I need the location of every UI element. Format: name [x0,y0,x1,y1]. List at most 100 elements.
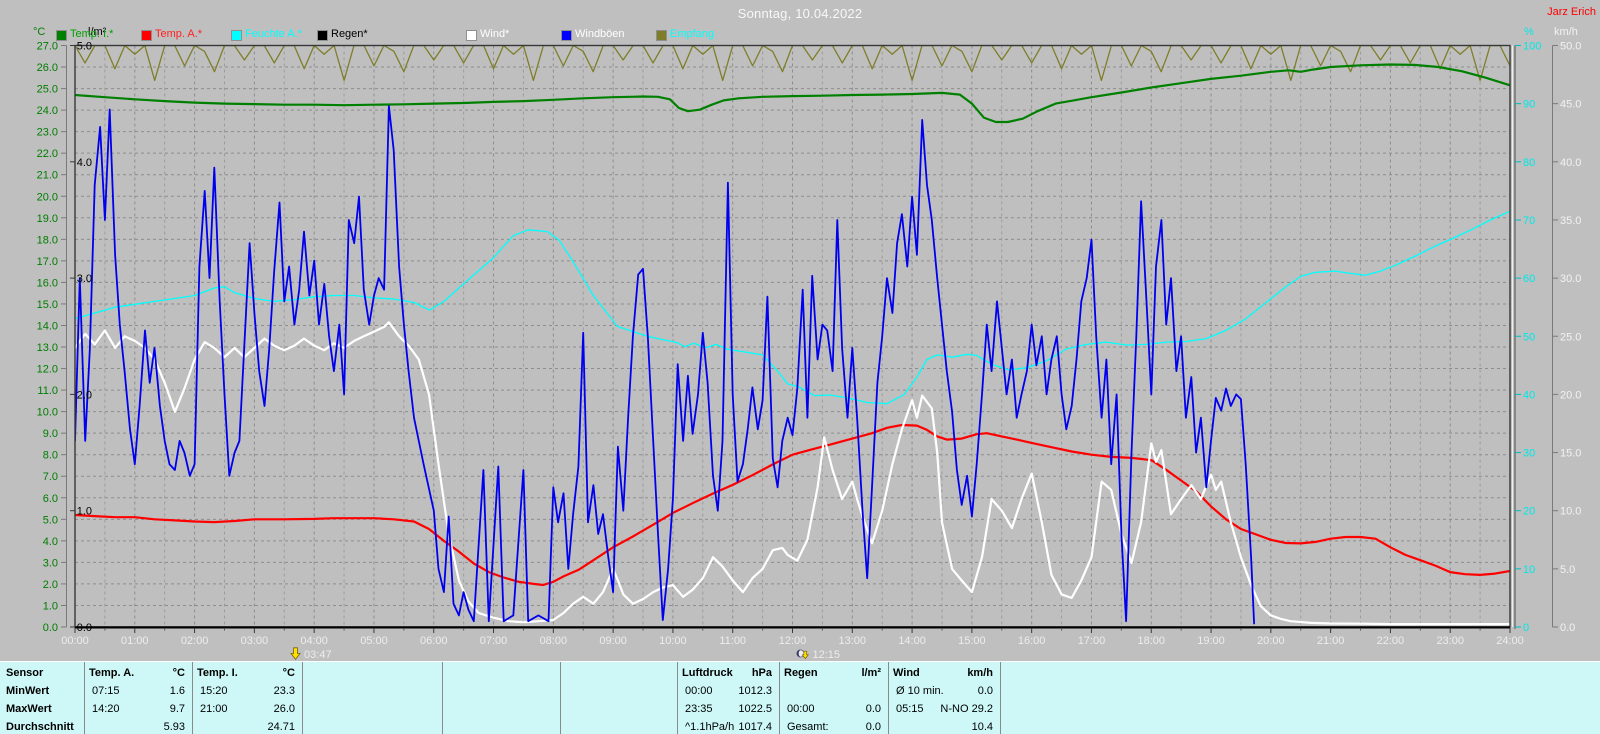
svg-text:5.0: 5.0 [1560,564,1575,576]
moonrise-moon-icon [796,649,810,661]
svg-text:13.0: 13.0 [37,342,58,354]
table-cell: 05:15 [896,703,924,715]
legend-swatch-regen [318,31,327,40]
table-cell: Durchschnitt [6,721,74,733]
svg-text:100: 100 [1523,41,1541,53]
table-cell: 00:00 [787,703,815,715]
svg-text:5.0: 5.0 [43,514,58,526]
legend-label: Empfang [670,28,715,40]
axis-labels: 0.0 1.0 2.0 3.0 4.0 5.0 6.0 7.0 8.0 9.0 10.0 11.0 12… [37,41,1582,648]
table-cell: 26.0 [273,703,295,715]
table-cell: 1.6 [169,685,185,697]
svg-text:06:00: 06:00 [420,635,448,647]
table-cell: 9.7 [169,703,185,715]
table-cell: 14:20 [92,703,120,715]
svg-text:5.0: 5.0 [77,41,92,53]
svg-text:21:00: 21:00 [1317,635,1345,647]
svg-text:50: 50 [1523,331,1535,343]
svg-text:0: 0 [1523,622,1529,634]
table-cell: hPa [751,667,772,679]
svg-text:13:00: 13:00 [839,635,867,647]
svg-text:17.0: 17.0 [37,256,58,268]
table-cell: Wind [893,667,920,679]
marker-time-label: 03:47 [301,649,332,661]
table-cell: 0.0 [865,721,881,733]
svg-text:1.0: 1.0 [77,506,92,518]
svg-text:08:00: 08:00 [540,635,568,647]
svg-text:18.0: 18.0 [37,234,58,246]
svg-text:24.0: 24.0 [37,105,58,117]
svg-text:10: 10 [1523,564,1535,576]
table-cell: °C [282,667,295,679]
table-cell: 1017.4 [738,721,772,733]
chart-plot-area[interactable]: 0.0 1.0 2.0 3.0 4.0 5.0 6.0 7.0 8.0 9.0 10.0 11.0 12… [0,0,1600,660]
table-cell: Regen [784,667,818,679]
table-cell: 23:35 [685,703,713,715]
legend-swatch-wind [467,31,476,40]
svg-text:02:00: 02:00 [181,635,209,647]
svg-text:12.0: 12.0 [37,364,58,376]
table-cell: 15:20 [200,685,228,697]
svg-text:15:00: 15:00 [958,635,986,647]
svg-text:15.0: 15.0 [1560,448,1581,460]
svg-text:20.0: 20.0 [37,191,58,203]
svg-text:10.0: 10.0 [37,407,58,419]
table-cell: km/h [967,667,993,679]
svg-text:14.0: 14.0 [37,320,58,332]
svg-text:14:00: 14:00 [898,635,926,647]
svg-text:16:00: 16:00 [1018,635,1046,647]
table-cell: 1012.3 [738,685,772,697]
svg-text:09:00: 09:00 [599,635,627,647]
table-cell: Ø 10 min. [896,685,944,697]
author-label: Jarz Erich [1547,6,1596,18]
table-cell: MinWert [6,685,50,697]
svg-text:21.0: 21.0 [37,170,58,182]
table-cell: 1022.5 [738,703,772,715]
svg-text:00:00: 00:00 [61,635,89,647]
table-cell: 07:15 [92,685,120,697]
svg-text:03:00: 03:00 [241,635,269,647]
svg-text:0.0: 0.0 [43,622,58,634]
table-cell: 10.4 [971,721,993,733]
svg-text:70: 70 [1523,215,1535,227]
svg-text:27.0: 27.0 [37,41,58,53]
page-title: Sonntag, 10.04.2022 [737,6,863,21]
axis-unit-temp: °C [33,26,46,38]
table-cell: N-NO 29.2 [940,703,993,715]
svg-text:4.0: 4.0 [43,536,58,548]
svg-text:24:00: 24:00 [1496,635,1524,647]
moonrise-moon-marker: 12:15 [796,647,840,661]
axis-unit-humidity: % [1524,26,1534,38]
legend-swatch-tempi [57,31,66,40]
table-group-tempi [192,662,302,734]
table-cell: ^1.1hPa/h [685,721,735,733]
svg-text:18:00: 18:00 [1137,635,1165,647]
table-group [442,662,560,734]
table-cell: Luftdruck [682,667,733,679]
legend-swatch-windben [562,31,571,40]
svg-text:17:00: 17:00 [1078,635,1106,647]
svg-text:07:00: 07:00 [480,635,508,647]
svg-text:60: 60 [1523,273,1535,285]
svg-text:7.0: 7.0 [43,471,58,483]
table-cell: Temp. A. [89,667,135,679]
legend-label: Feuchte A.* [245,28,302,40]
svg-text:80: 80 [1523,157,1535,169]
series-tempi [75,63,1510,124]
svg-text:90: 90 [1523,99,1535,111]
series-curves [75,45,1510,627]
legend-swatch-tempa [142,31,151,40]
svg-text:3.0: 3.0 [43,557,58,569]
svg-text:05:00: 05:00 [360,635,388,647]
series-tempa [75,423,1510,587]
svg-text:20: 20 [1523,506,1535,518]
series-feuchtea [75,210,1510,405]
axis-unit-wind: km/h [1554,26,1578,38]
table-cell: Gesamt: [787,721,829,733]
svg-text:23:00: 23:00 [1436,635,1464,647]
svg-text:26.0: 26.0 [37,62,58,74]
plot-border [74,44,1516,629]
svg-text:25.0: 25.0 [37,84,58,96]
legend-label: Temp. I.* [70,28,114,40]
